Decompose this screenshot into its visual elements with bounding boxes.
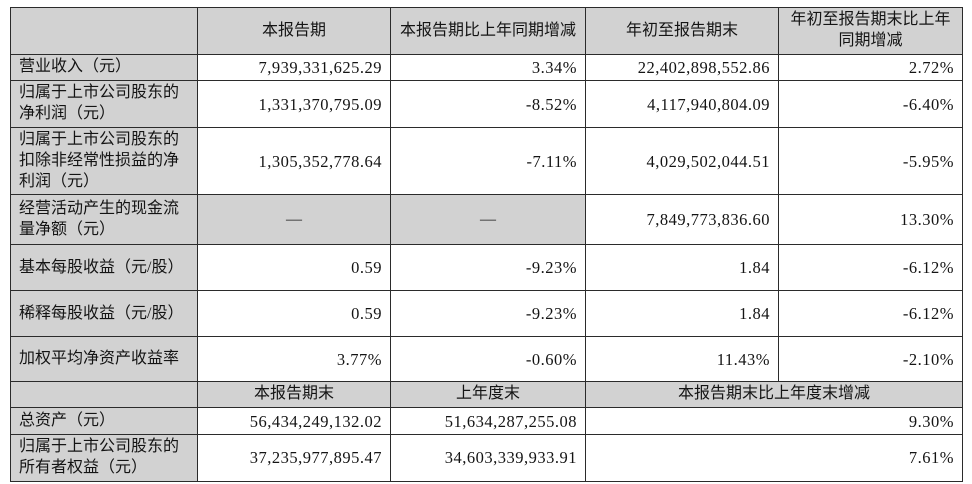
header-row-period: 本报告期 本报告期比上年同期增减 年初至报告期末 年初至报告期末比上年同期增减	[10, 7, 963, 55]
metric-value: 7.61%	[585, 434, 963, 482]
metric-value: 13.30%	[778, 194, 963, 246]
metric-value: 51,634,287,255.08	[390, 407, 586, 436]
metric-value: -7.11%	[390, 127, 586, 196]
metric-value: 22,402,898,552.86	[585, 53, 779, 82]
table-row-weighted-avg-roe: 加权平均净资产收益率 3.77% -0.60% 11.43% -2.10%	[10, 336, 963, 383]
metric-value-dash: —	[390, 194, 586, 246]
metric-label: 归属于上市公司股东的所有者权益（元）	[10, 434, 198, 482]
metric-label: 营业收入（元）	[10, 53, 198, 82]
metric-value: 2.72%	[778, 53, 963, 82]
column-header-period-end-vs-last-year-change: 本报告期末比上年度末增减	[585, 381, 963, 409]
metric-value: 0.59	[197, 244, 391, 292]
metric-label: 归属于上市公司股东的扣除非经常性损益的净利润（元）	[10, 127, 198, 196]
metric-label: 稀释每股收益（元/股）	[10, 290, 198, 338]
metric-label: 加权平均净资产收益率	[10, 336, 198, 383]
metric-value: 37,235,977,895.47	[197, 434, 391, 482]
metric-value: 4,029,502,044.51	[585, 127, 779, 196]
column-header-current-period: 本报告期	[197, 7, 391, 55]
column-header-current-period-yoy-change: 本报告期比上年同期增减	[390, 7, 586, 55]
table-row-basic-eps: 基本每股收益（元/股） 0.59 -9.23% 1.84 -6.12%	[10, 244, 963, 292]
metric-value: -8.52%	[390, 80, 586, 129]
table-row-owners-equity: 归属于上市公司股东的所有者权益（元） 37,235,977,895.47 34,…	[10, 434, 963, 482]
table-row-net-profit: 归属于上市公司股东的净利润（元） 1,331,370,795.09 -8.52%…	[10, 80, 963, 129]
header-empty-cell	[10, 381, 198, 409]
metric-value: -9.23%	[390, 244, 586, 292]
metric-value: 9.30%	[585, 407, 963, 436]
column-header-ytd: 年初至报告期末	[585, 7, 779, 55]
table-row-operating-cash-flow: 经营活动产生的现金流量净额（元） — — 7,849,773,836.60 13…	[10, 194, 963, 246]
metric-value: -6.12%	[778, 290, 963, 338]
metric-label: 归属于上市公司股东的净利润（元）	[10, 80, 198, 129]
metric-value: 1,331,370,795.09	[197, 80, 391, 129]
table-row-diluted-eps: 稀释每股收益（元/股） 0.59 -9.23% 1.84 -6.12%	[10, 290, 963, 338]
table-row-net-profit-excl-nonrecurring: 归属于上市公司股东的扣除非经常性损益的净利润（元） 1,305,352,778.…	[10, 127, 963, 196]
metric-value: 0.59	[197, 290, 391, 338]
metric-value: -2.10%	[778, 336, 963, 383]
header-empty-cell	[10, 7, 198, 55]
metric-label: 经营活动产生的现金流量净额（元）	[10, 194, 198, 246]
header-row-period-end: 本报告期末 上年度末 本报告期末比上年度末增减	[10, 381, 963, 409]
metric-value-dash: —	[197, 194, 391, 246]
metric-value: 1.84	[585, 290, 779, 338]
table-row-operating-revenue: 营业收入（元） 7,939,331,625.29 3.34% 22,402,89…	[10, 53, 963, 82]
column-header-ytd-yoy-change: 年初至报告期末比上年同期增减	[778, 7, 963, 55]
metric-value: 7,849,773,836.60	[585, 194, 779, 246]
metric-value: 7,939,331,625.29	[197, 53, 391, 82]
metric-value: 1,305,352,778.64	[197, 127, 391, 196]
metric-value: 11.43%	[585, 336, 779, 383]
metric-value: 1.84	[585, 244, 779, 292]
column-header-end-of-period: 本报告期末	[197, 381, 391, 409]
column-header-end-of-last-year: 上年度末	[390, 381, 586, 409]
metric-value: 4,117,940,804.09	[585, 80, 779, 129]
financial-summary-table: 本报告期 本报告期比上年同期增减 年初至报告期末 年初至报告期末比上年同期增减 …	[10, 7, 963, 482]
metric-value: -6.12%	[778, 244, 963, 292]
metric-value: -9.23%	[390, 290, 586, 338]
metric-value: 56,434,249,132.02	[197, 407, 391, 436]
metric-label: 基本每股收益（元/股）	[10, 244, 198, 292]
metric-value: 34,603,339,933.91	[390, 434, 586, 482]
metric-label: 总资产（元）	[10, 407, 198, 436]
table-row-total-assets: 总资产（元） 56,434,249,132.02 51,634,287,255.…	[10, 407, 963, 436]
metric-value: 3.77%	[197, 336, 391, 383]
metric-value: 3.34%	[390, 53, 586, 82]
metric-value: -6.40%	[778, 80, 963, 129]
metric-value: -5.95%	[778, 127, 963, 196]
metric-value: -0.60%	[390, 336, 586, 383]
